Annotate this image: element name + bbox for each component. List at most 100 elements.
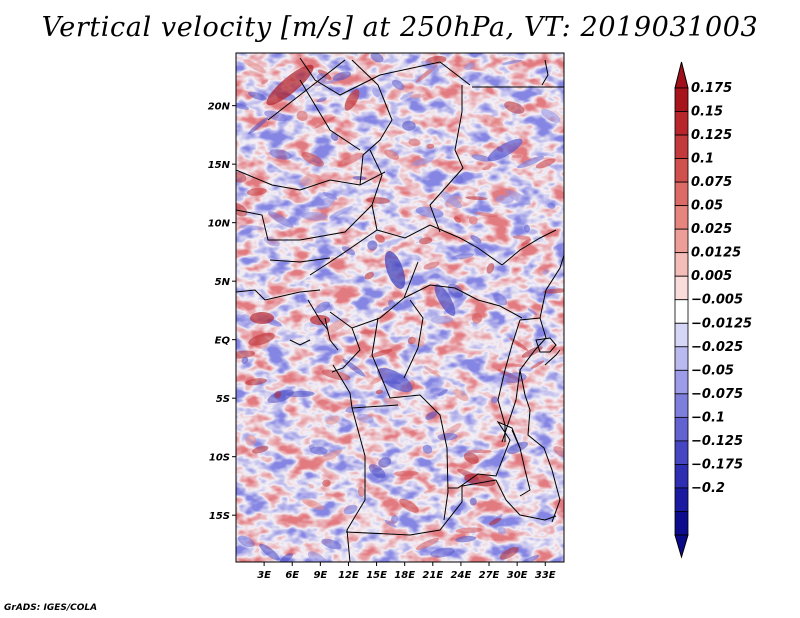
downdraft-cell [455,535,477,543]
downdraft-cell [314,301,331,314]
downdraft-cell [343,504,358,515]
updraft-cell [512,235,531,240]
downdraft-cell [248,91,267,101]
strong-feature [487,138,523,162]
colorbar-label: 0.025 [691,222,732,237]
strong-feature [250,312,274,324]
updraft-cell [374,234,385,243]
updraft-cell [530,360,545,369]
downdraft-cell [490,396,499,404]
colorbar-label: −0.005 [691,293,743,308]
downdraft-cell [437,389,448,397]
downdraft-cell [506,441,529,454]
updraft-cell [261,79,268,85]
colorbar-label: 0.0125 [691,246,741,261]
downdraft-cell [237,535,255,548]
downdraft-cell [517,554,540,562]
downdraft-cell [267,211,294,228]
updraft-cell [322,479,331,487]
lat-tick-label: 5N [215,277,231,288]
colorbar-label: −0.025 [691,340,743,355]
updraft-cell [474,211,498,217]
colorbar-segment [674,511,689,536]
downdraft-cell [269,149,292,160]
colorbar-segment [674,181,689,207]
downdraft-cell [341,246,356,255]
downdraft-cell [238,225,266,231]
downdraft-cell [316,97,327,103]
colorbar-segment [674,299,689,324]
updraft-cell [384,149,400,160]
updraft-cell [415,537,440,550]
colorbar-segment [674,440,689,465]
updraft-cell [337,152,365,167]
updraft-cell [399,498,419,513]
colorbar-label: −0.2 [691,481,725,496]
updraft-cell [502,363,526,367]
downdraft-cell [464,62,476,70]
lon-tick-label: 15E [366,570,387,581]
lat-tick-label: 15N [208,160,231,171]
updraft-cell [468,216,478,225]
downdraft-cell [542,269,549,275]
updraft-cell [499,546,519,560]
colorbar-label: 0.125 [691,128,732,143]
updraft-cell [426,143,435,149]
updraft-cell [248,332,275,346]
colorbar-label: −0.1 [691,410,725,425]
lon-tick-label: 9E [313,570,327,581]
updraft-cell [467,449,493,454]
updraft-cell [521,238,531,246]
colorbar-segment [674,393,689,418]
downdraft-cell [313,79,341,87]
downdraft-cell [415,206,444,218]
colorbar-label: 0.075 [691,175,732,190]
downdraft-cell [527,308,538,316]
updraft-cell [487,237,498,242]
updraft-cell [408,138,421,147]
strong-feature [434,284,456,316]
downdraft-cell [495,194,514,204]
colorbar-segment [674,369,689,395]
downdraft-cell [501,372,527,383]
updraft-cell [486,263,495,274]
lat-tick-label: EQ [215,336,231,347]
colorbar-label: −0.175 [691,457,743,472]
downdraft-cell [342,358,366,377]
updraft-cell [453,389,469,402]
strong-feature [266,64,314,106]
downdraft-cell [279,553,293,562]
updraft-cell [453,216,462,223]
downdraft-cell [547,202,556,209]
lon-tick-label: 3E [257,570,271,581]
colorbar-label: 0.05 [691,199,723,214]
lat-tick-label: 10S [209,453,230,464]
updraft-cell [308,483,314,489]
colorbar-label: −0.0125 [691,316,752,331]
downdraft-cell [541,109,561,123]
downdraft-cell [321,538,342,550]
colorbar-label: −0.05 [691,363,734,378]
downdraft-cell [412,157,434,166]
lon-tick-label: 30E [507,570,528,581]
downdraft-cell [506,190,531,206]
downdraft-cell [301,212,328,221]
updraft-cell [300,173,320,187]
updraft-cell [393,470,419,477]
downdraft-cell [368,464,386,479]
updraft-cell [357,486,365,497]
downdraft-cell [248,117,269,135]
colorbar-segment [674,158,689,183]
updraft-cell [360,329,373,335]
downdraft-cell [352,175,367,181]
colorbar-label: 0.175 [691,81,732,96]
downdraft-cell [391,515,399,524]
downdraft-cell [469,497,477,506]
colorbar-top-arrow [674,61,689,89]
updraft-cell [419,237,433,245]
colorbar: 0.175 0.15 0.125 0.1 0.075 0.05 0.025 0.0125 0.0… [674,61,752,559]
updraft-cell [543,288,564,294]
downdraft-cell [239,314,252,326]
downdraft-cell [517,155,545,169]
updraft-cell [274,390,282,399]
